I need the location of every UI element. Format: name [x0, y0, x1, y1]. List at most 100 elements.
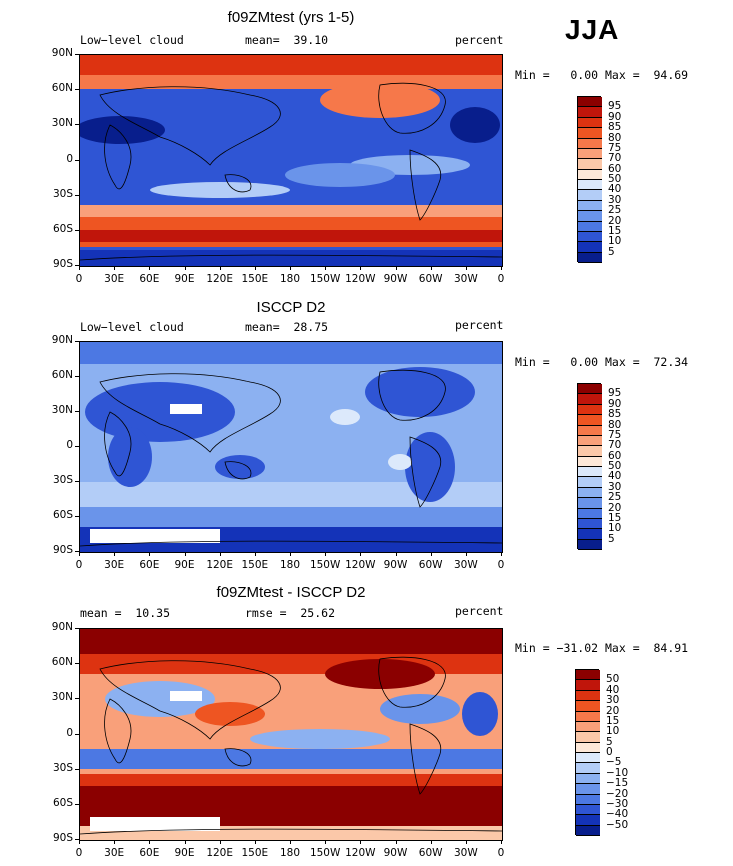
longitude-tick	[254, 266, 256, 270]
latitude-label: 90N	[51, 47, 73, 59]
longitude-label: 0	[75, 847, 83, 859]
latitude-tick	[75, 768, 79, 770]
longitude-label: 30W	[453, 847, 478, 859]
colorbar-swatch	[578, 231, 602, 243]
colorbar-label: −30	[606, 797, 629, 810]
map-plot	[79, 341, 503, 553]
colorbar-swatch	[576, 763, 600, 774]
latitude-tick	[75, 159, 79, 161]
min-max-label: Min = 0.00 Max = 94.69	[515, 68, 689, 82]
longitude-label: 0	[497, 559, 505, 571]
colorbar-swatch	[578, 117, 602, 129]
colorbar-label: 10	[608, 235, 622, 248]
rmse-label: rmse = 25.62	[245, 606, 336, 620]
latitude-tick	[75, 376, 79, 377]
colorbar-label: 70	[608, 152, 622, 165]
units-label: percent	[455, 604, 504, 618]
units-label: percent	[455, 318, 504, 332]
colorbar-label: 50	[606, 673, 620, 686]
latitude-label: 30N	[51, 404, 73, 416]
colorbar-label: −10	[606, 766, 629, 779]
colorbar-swatch	[578, 518, 602, 530]
longitude-tick	[219, 840, 221, 844]
colorbar-label: 60	[608, 449, 622, 462]
colorbar-label: 90	[608, 110, 622, 123]
longitude-tick	[325, 552, 327, 556]
colorbar-label: 80	[608, 131, 622, 144]
latitude-label: 60N	[51, 82, 73, 95]
colorbar-label: 95	[608, 100, 622, 113]
colorbar-label: 60	[608, 162, 622, 175]
panel-title: ISCCP D2	[256, 299, 326, 316]
latitude-tick	[75, 411, 79, 412]
longitude-label: 150W	[309, 273, 341, 285]
latitude-tick	[75, 124, 79, 126]
longitude-label: 30E	[104, 559, 125, 571]
latitude-tick	[75, 265, 79, 266]
colorbar-label: −40	[606, 808, 629, 821]
latitude-tick	[75, 194, 79, 196]
longitude-label: 30W	[453, 273, 478, 285]
colorbar-swatch	[578, 467, 602, 478]
min-max-label: Min = 0.00 Max = 72.34	[515, 355, 689, 369]
longitude-label: 180	[279, 273, 301, 285]
longitude-tick	[219, 266, 221, 270]
latitude-label: 0	[66, 152, 73, 165]
longitude-label: 30E	[104, 273, 125, 285]
latitude-tick	[75, 229, 79, 231]
latitude-tick	[75, 698, 79, 700]
colorbar-label: 20	[608, 501, 622, 514]
longitude-tick	[79, 840, 80, 844]
latitude-label: 30S	[52, 187, 73, 200]
longitude-tick	[290, 266, 291, 270]
colorbar-swatch	[576, 690, 600, 702]
longitude-label: 90W	[383, 559, 408, 571]
longitude-label: 150W	[309, 559, 341, 571]
colorbar-swatch	[578, 487, 602, 499]
colorbar-label: 20	[608, 214, 622, 227]
variable-label: Low−level cloud	[80, 320, 184, 334]
latitude-tick	[75, 446, 79, 447]
longitude-tick	[325, 266, 327, 270]
latitude-label: 60N	[51, 369, 73, 381]
longitude-label: 0	[75, 273, 83, 285]
colorbar-label: 30	[606, 694, 620, 707]
colorbar-swatch	[578, 435, 602, 447]
latitude-label: 60N	[51, 656, 73, 669]
longitude-label: 150E	[241, 559, 269, 571]
latitude-label: 30N	[51, 691, 73, 704]
colorbar-label: 75	[608, 141, 622, 154]
colorbar-swatch	[578, 128, 602, 139]
colorbar-label: 20	[606, 704, 620, 717]
units-label: percent	[455, 33, 504, 47]
longitude-tick	[430, 552, 432, 556]
latitude-tick	[75, 839, 79, 840]
colorbar-swatch	[578, 425, 602, 436]
longitude-tick	[114, 552, 116, 556]
longitude-label: 0	[497, 273, 505, 285]
colorbar-swatch	[576, 794, 600, 805]
longitude-label: 90W	[383, 273, 408, 285]
colorbar-swatch	[576, 773, 600, 785]
longitude-label: 150W	[309, 847, 341, 859]
colorbar: 50 40 30 20 15 10 5 0 −5 −10 −15 −20 −30 −40 −50	[575, 669, 628, 836]
colorbar-label: 30	[608, 480, 622, 493]
longitude-label: 90E	[174, 559, 195, 571]
colorbar-label: 40	[606, 683, 620, 696]
colorbar-label: 80	[608, 418, 622, 431]
latitude-label: 0	[66, 439, 73, 451]
longitude-tick	[430, 840, 432, 844]
colorbar-label: −5	[606, 756, 622, 769]
latitude-label: 90S	[52, 258, 73, 270]
colorbar-swatch	[576, 804, 600, 816]
panel-title: f09ZMtest - ISCCP D2	[216, 584, 366, 601]
colorbar-swatch	[578, 211, 602, 222]
latitude-tick	[75, 54, 79, 55]
colorbar: 95 90 85 80 75 70 60 50 40 30 25 20 15 10 5	[577, 96, 621, 263]
longitude-tick	[290, 840, 291, 844]
latitude-tick	[75, 663, 79, 665]
longitude-label: 120E	[206, 559, 233, 571]
longitude-tick	[149, 840, 151, 844]
longitude-tick	[184, 552, 186, 556]
season-label: JJA	[565, 14, 620, 45]
